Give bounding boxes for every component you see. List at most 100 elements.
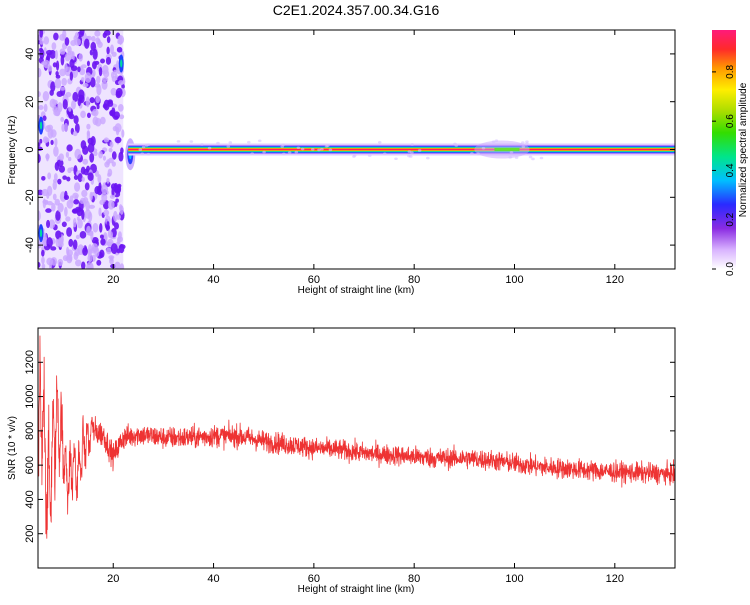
noise-speckle	[38, 261, 41, 268]
noise-speckle	[79, 231, 87, 239]
y-tick-label: 600	[24, 456, 36, 474]
snr-y-axis: 200 400 600 800 1000 1200	[24, 350, 675, 543]
carrier-speckle	[377, 140, 382, 144]
noise-speckle	[47, 128, 54, 139]
y-tick-label: 800	[24, 422, 36, 440]
noise-speckle	[89, 152, 95, 163]
noise-speckle	[66, 144, 73, 152]
carrier-speckle	[257, 139, 262, 143]
carrier-speckle	[176, 140, 181, 143]
noise-speckle	[41, 263, 46, 269]
noise-speckle	[92, 61, 97, 70]
noise-speckle	[67, 167, 72, 174]
noise-speckle	[97, 174, 102, 184]
noise-speckle	[73, 115, 79, 124]
noise-speckle	[55, 60, 60, 71]
carrier-speckle	[417, 149, 422, 152]
noise-speckle	[96, 104, 100, 110]
carrier-speckle	[140, 152, 145, 156]
noise-speckle	[66, 227, 73, 237]
noise-speckle	[39, 30, 44, 38]
noise-speckle	[119, 263, 125, 269]
noise-speckle	[38, 91, 41, 98]
noise-speckle	[84, 38, 90, 49]
noise-speckle	[42, 90, 50, 102]
noise-speckle	[94, 83, 101, 88]
carrier-speckle	[382, 152, 387, 156]
noise-speckle	[115, 60, 120, 72]
noise-speckle	[89, 97, 95, 104]
colorbar-gradient	[712, 30, 736, 269]
noise-speckle	[49, 98, 57, 108]
noise-speckle	[38, 142, 41, 147]
y-tick-label: 1000	[24, 384, 36, 408]
x-tick-label: 20	[107, 274, 119, 286]
noise-speckle	[77, 66, 81, 73]
noise-speckle	[109, 109, 116, 117]
x-tick-label: 40	[207, 573, 219, 585]
noise-speckle	[57, 178, 62, 185]
carrier-speckle	[476, 152, 480, 156]
noise-speckle	[52, 62, 57, 68]
noise-speckle	[109, 231, 113, 239]
carrier-speckle	[539, 156, 544, 160]
carrier-speckle	[226, 145, 231, 148]
noise-speckle	[65, 91, 72, 98]
noise-speckle	[66, 199, 74, 209]
colorbar-tick-label: 0.8	[725, 64, 736, 78]
y-tick-label: -40	[24, 237, 36, 253]
noise-speckle	[84, 72, 92, 84]
colorbar-label: Normalized spectral amplitude	[738, 82, 749, 217]
noise-speckle	[97, 41, 103, 48]
noise-speckle	[45, 208, 52, 213]
spectrogram-x-axis: 20 40 60 80 100 120	[107, 30, 624, 286]
noise-speckle	[117, 80, 125, 86]
noise-speckle	[72, 217, 77, 228]
noise-speckle	[87, 254, 93, 263]
noise-speckle	[43, 103, 48, 113]
noise-speckle	[38, 153, 41, 164]
noise-speckle	[52, 181, 57, 191]
x-tick-label: 120	[606, 573, 624, 585]
noise-speckle	[100, 58, 105, 64]
y-tick-label: 1200	[24, 350, 36, 374]
carrier-speckle	[508, 156, 513, 159]
carrier-speckle	[189, 140, 194, 143]
noise-speckle	[107, 100, 114, 107]
noise-speckle	[108, 147, 113, 153]
carrier-speckle	[310, 148, 315, 151]
noise-speckle	[114, 136, 122, 144]
noise-speckle	[77, 173, 83, 183]
noise-speckle	[84, 209, 92, 219]
noise-speckle	[74, 182, 81, 192]
x-tick-label: 40	[207, 274, 219, 286]
carrier-speckle	[410, 151, 414, 154]
noise-speckle	[70, 50, 74, 61]
carrier-speckle	[367, 154, 372, 157]
colorbar-tick-label: 0.0	[725, 262, 736, 276]
spectrogram-y-axis: -40 -20 0 20 40	[24, 48, 675, 253]
colorbar-ticks: 0.0 0.2 0.4 0.6 0.8	[712, 64, 736, 276]
carrier-speckle	[317, 148, 321, 152]
carrier-speckle	[528, 155, 533, 159]
noise-speckle	[55, 70, 59, 77]
noise-speckle	[110, 243, 118, 255]
noise-speckle	[119, 204, 123, 211]
noise-speckle	[103, 137, 110, 143]
noise-speckle	[61, 77, 67, 86]
noise-speckle	[117, 184, 122, 194]
noise-speckle	[60, 116, 65, 123]
noise-speckle	[66, 176, 71, 182]
carrier-speckle	[521, 145, 526, 148]
noise-speckle	[98, 66, 103, 77]
noise-speckle	[62, 175, 67, 180]
carrier-speckle	[281, 143, 285, 147]
y-tick-label: 0	[24, 146, 36, 152]
carrier-speckle	[146, 143, 151, 146]
x-tick-label: 60	[308, 274, 320, 286]
noise-speckle	[109, 141, 114, 148]
noise-speckle	[64, 37, 70, 46]
noise-speckle	[63, 122, 69, 133]
noise-speckle	[51, 42, 57, 50]
